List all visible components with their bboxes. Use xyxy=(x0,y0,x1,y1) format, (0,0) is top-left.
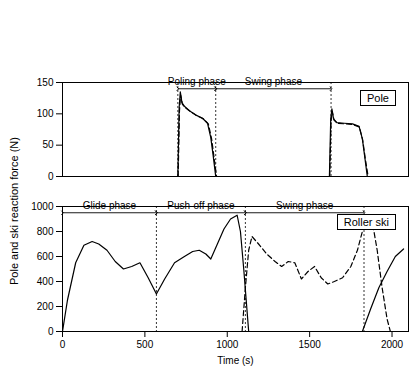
html-text:Roller ski: Roller ski xyxy=(343,216,389,228)
svg-text:1000: 1000 xyxy=(216,339,239,350)
svg-text:500: 500 xyxy=(137,339,154,350)
svg-text:Poling phase: Poling phase xyxy=(168,76,226,87)
html-text:Pole: Pole xyxy=(367,92,389,104)
svg-text:1500: 1500 xyxy=(299,339,322,350)
svg-text:2000: 2000 xyxy=(381,339,404,350)
svg-text:50: 50 xyxy=(42,139,54,150)
svg-text:200: 200 xyxy=(37,301,54,312)
svg-text:Time (s): Time (s) xyxy=(217,355,253,366)
svg-text:Swing phase: Swing phase xyxy=(276,200,334,211)
svg-text:400: 400 xyxy=(37,276,54,287)
svg-text:0: 0 xyxy=(48,171,54,182)
svg-text:Push-off phase: Push-off phase xyxy=(167,200,235,211)
svg-text:1000: 1000 xyxy=(31,201,54,212)
svg-text:600: 600 xyxy=(37,251,54,262)
svg-text:0: 0 xyxy=(60,339,66,350)
html-text:Pole and ski reaction force (N: Pole and ski reaction force (N) xyxy=(8,137,20,285)
svg-text:100: 100 xyxy=(37,108,54,119)
svg-text:150: 150 xyxy=(37,77,54,88)
svg-text:Swing phase: Swing phase xyxy=(245,76,303,87)
svg-text:0: 0 xyxy=(48,326,54,337)
svg-text:800: 800 xyxy=(37,226,54,237)
svg-text:Glide phase: Glide phase xyxy=(83,200,137,211)
